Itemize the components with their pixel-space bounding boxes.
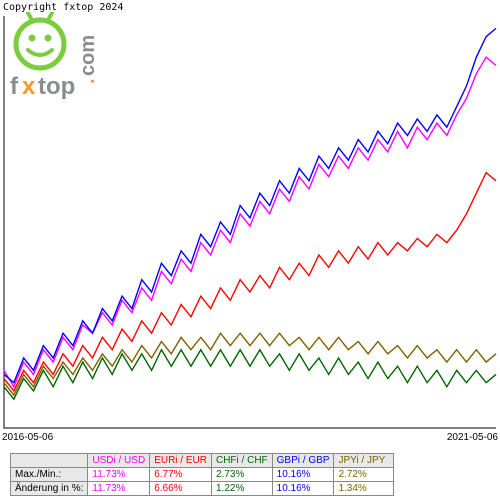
table-cell: 2.72% — [334, 468, 394, 482]
x-axis-start: 2016-05-06 — [2, 432, 53, 443]
table-cell: 1.34% — [334, 482, 394, 496]
table-cell: CHFi / CHF — [211, 454, 272, 468]
series-euri---eur — [4, 173, 496, 391]
table-cell: 11.73% — [88, 482, 150, 496]
table-cell: 1.22% — [211, 482, 272, 496]
row-label: Max./Min.: — [11, 468, 88, 482]
stats-table: USDi / USDEURi / EURCHFi / CHFGBPi / GBP… — [10, 453, 394, 496]
table-cell: GBPi / GBP — [272, 454, 334, 468]
table-cell: 11.73% — [88, 468, 150, 482]
series-gbpi---gbp — [4, 28, 496, 382]
table-cell: 10.16% — [272, 468, 334, 482]
x-axis-end: 2021-05-06 — [447, 432, 498, 443]
table-row: USDi / USDEURi / EURCHFi / CHFGBPi / GBP… — [11, 454, 394, 468]
table-cell: USDi / USD — [88, 454, 150, 468]
table-cell: JPYi / JPY — [334, 454, 394, 468]
row-label — [11, 454, 88, 468]
row-label: Änderung in %: — [11, 482, 88, 496]
currency-chart — [2, 14, 498, 430]
table-cell: 10.16% — [272, 482, 334, 496]
series-usdi---usd — [4, 57, 496, 387]
table-cell: 2.73% — [211, 468, 272, 482]
table-cell: 6.77% — [150, 468, 212, 482]
series-jpyi---jpy — [4, 333, 496, 395]
table-cell: EURi / EUR — [150, 454, 212, 468]
table-row: Max./Min.:11.73%6.77%2.73%10.16%2.72% — [11, 468, 394, 482]
table-row: Änderung in %:11.73%6.66%1.22%10.16%1.34… — [11, 482, 394, 496]
table-cell: 6.66% — [150, 482, 212, 496]
